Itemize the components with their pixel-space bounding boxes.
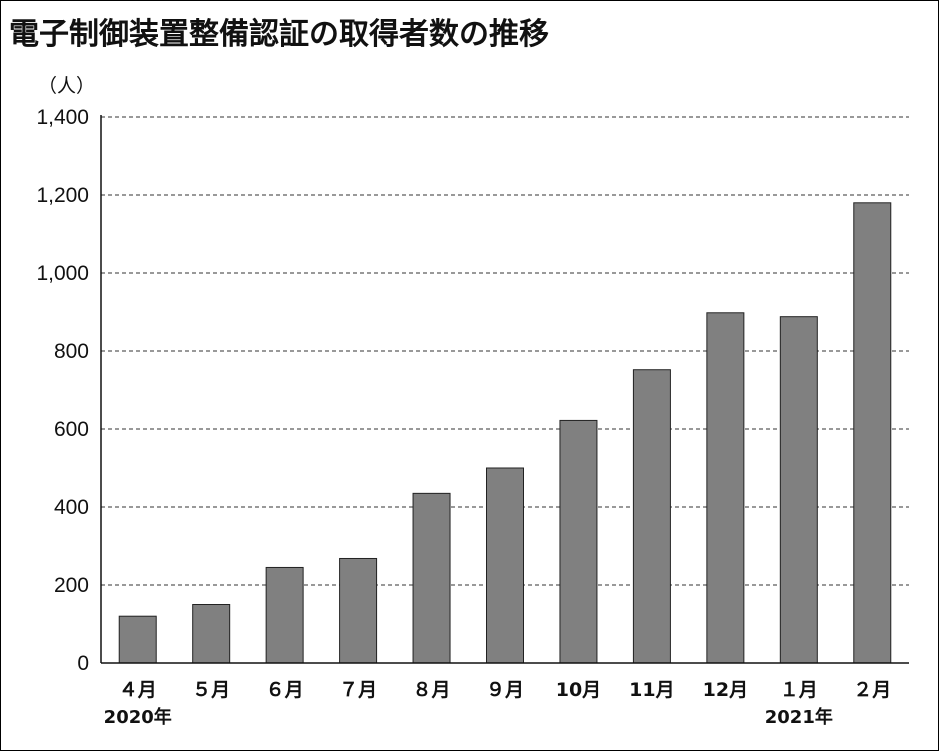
x-tick-labels: ４月 ５月 ６月 ７月 ８月 ９月 10月 11月 12月 １月 ２月 2020年 2021年: [104, 679, 892, 728]
bar: [853, 202, 892, 664]
x-tick-label: 12月: [703, 679, 748, 701]
x-tick-label: 10月: [556, 679, 601, 701]
bars: [118, 202, 892, 664]
x-tick-label: ６月: [266, 679, 304, 701]
y-tick-label: 1,000: [36, 262, 89, 285]
bar: [412, 492, 451, 664]
x-tick-label: ７月: [339, 679, 377, 701]
axes: [100, 115, 909, 664]
bar: [779, 316, 818, 664]
x-tick-label: ８月: [413, 679, 451, 701]
bar: [486, 467, 524, 664]
y-axis-unit-label: （人）: [38, 75, 95, 97]
bar: [265, 566, 304, 664]
y-tick-label: 400: [54, 496, 89, 519]
x-tick-label: ４月: [119, 679, 157, 701]
bar: [118, 615, 157, 664]
y-tick-label: 0: [77, 652, 89, 675]
bar: [192, 604, 231, 664]
x-tick-label: ９月: [486, 679, 524, 701]
y-tick-label: 600: [54, 418, 89, 441]
bar: [706, 312, 745, 664]
y-tick-label: 800: [54, 340, 89, 363]
y-tick-label: 200: [54, 574, 89, 597]
x-tick-label: 11月: [629, 679, 674, 701]
grid-lines: [101, 116, 909, 586]
y-tick-label: 1,200: [36, 184, 89, 207]
bar: [632, 369, 671, 664]
x-tick-label: １月: [780, 679, 818, 701]
bar: [559, 419, 598, 664]
chart-title: 電子制御装置整備認証の取得者数の推移: [9, 17, 549, 52]
y-tick-labels: 0 200 400 600 800 1,000 1,200 1,400: [36, 106, 89, 675]
x-year-label: 2021年: [765, 706, 833, 728]
x-year-label: 2020年: [104, 706, 172, 728]
x-tick-label: ２月: [853, 679, 891, 701]
bar: [339, 557, 378, 664]
y-tick-label: 1,400: [36, 106, 89, 129]
x-tick-label: ５月: [192, 679, 230, 701]
